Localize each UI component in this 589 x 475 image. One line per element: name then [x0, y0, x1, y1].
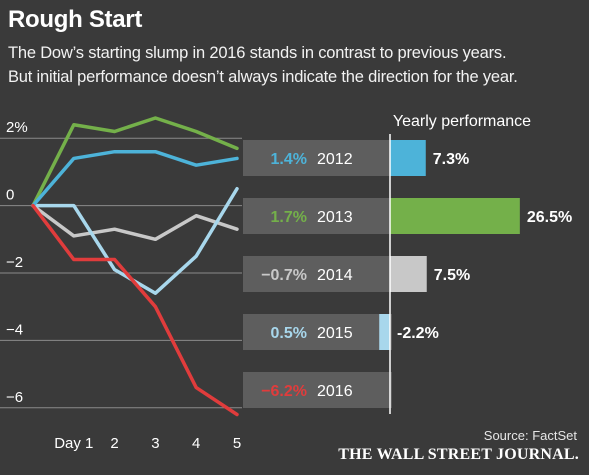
start-value-label: 1.4%	[271, 151, 307, 168]
year-label: 2015	[317, 325, 353, 342]
x-tick-label: 5	[233, 435, 241, 452]
y-tick-label: −2	[6, 254, 23, 271]
bar-row-background	[243, 140, 392, 176]
y-tick-label: −6	[6, 389, 23, 406]
yearly-value-label: 7.5%	[434, 267, 470, 284]
yearly-value-label: 7.3%	[433, 151, 469, 168]
chart-subtitle-line-2: But initial performance doesn’t always i…	[8, 68, 518, 86]
year-label: 2012	[317, 151, 353, 168]
start-value-label: 0.5%	[271, 325, 307, 342]
y-tick-label: 2%	[6, 119, 28, 136]
source-note: Source: FactSet	[483, 428, 577, 443]
x-tick-label: 3	[151, 435, 159, 452]
x-tick-label: Day 1	[54, 435, 93, 452]
series-line-2014	[31, 203, 239, 242]
yearly-bar-2013	[390, 198, 520, 234]
chart-title: Rough Start	[8, 6, 143, 33]
publisher-logo: THE WALL STREET JOURNAL.	[338, 446, 579, 463]
year-label: 2016	[317, 383, 353, 400]
start-value-label: 1.7%	[271, 209, 307, 226]
series-line-2013	[31, 116, 239, 208]
yearly-value-label: 26.5%	[527, 209, 572, 226]
series-line-2015	[31, 187, 239, 295]
bar-row-background	[243, 256, 392, 292]
yearly-bar-2015	[379, 314, 390, 350]
y-tick-label: 0	[6, 187, 14, 204]
year-label: 2013	[317, 209, 353, 226]
chart-subtitle-line-1: The Dow’s starting slump in 2016 stands …	[8, 44, 507, 62]
bar-row-background	[243, 314, 392, 350]
series-line-2012	[31, 149, 239, 208]
yearly-bar-2012	[390, 140, 426, 176]
x-tick-label: 2	[110, 435, 118, 452]
y-tick-label: −4	[6, 321, 23, 338]
bar-row-background	[243, 198, 392, 234]
bar-panel-title: Yearly performance	[393, 113, 531, 130]
start-value-label: −0.7%	[261, 267, 307, 284]
yearly-value-label: -2.2%	[397, 325, 439, 342]
year-label: 2014	[317, 267, 353, 284]
series-line-2016	[31, 203, 239, 417]
x-tick-label: 4	[192, 435, 200, 452]
start-value-label: −6.2%	[261, 383, 307, 400]
bar-row-background	[243, 372, 392, 408]
yearly-bar-2014	[390, 256, 427, 292]
